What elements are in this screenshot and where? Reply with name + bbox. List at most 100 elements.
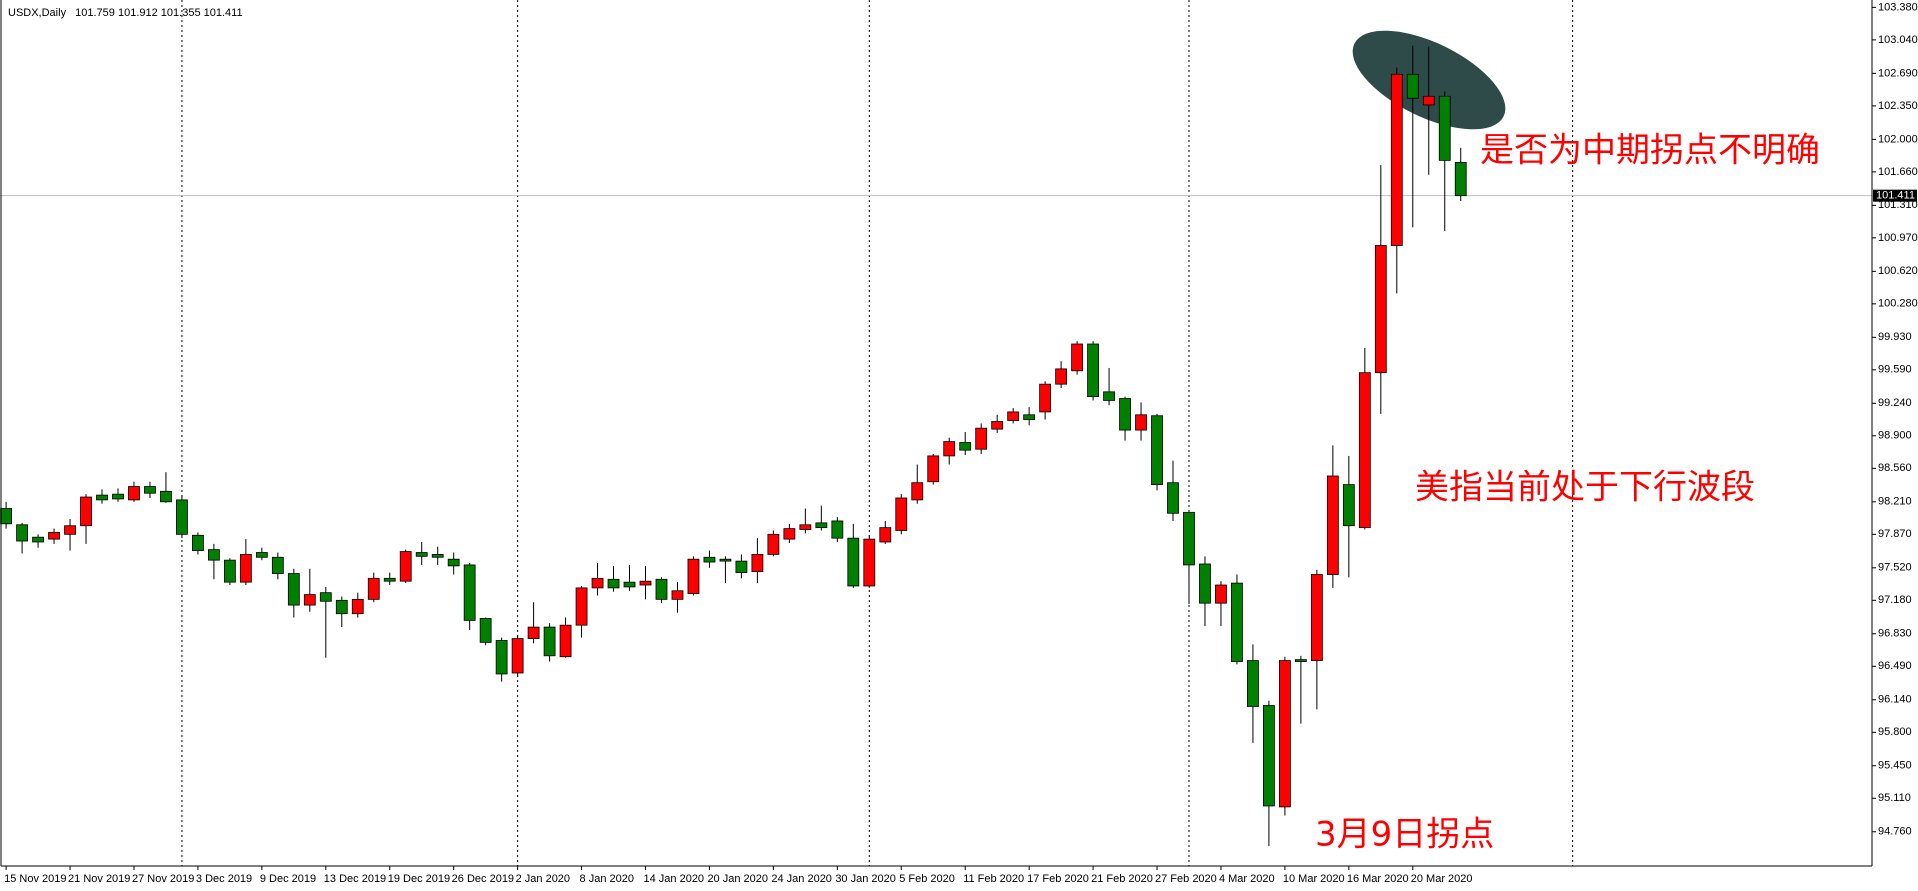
candle-body (575, 587, 588, 626)
y-tick-label: 95.800 (1878, 726, 1912, 738)
annotation: 3月9日拐点 (1315, 815, 1494, 855)
header-high: 101.912 (118, 7, 158, 19)
candle-body (959, 442, 972, 451)
candle-body (223, 559, 236, 583)
candle-body (991, 421, 1004, 430)
candle-body (751, 554, 764, 573)
candle-body (591, 577, 604, 589)
y-tick-label: 103.040 (1878, 34, 1918, 46)
axis-layer: 103.380 103.040 102.690 102.350 102.000 101.6… (4, 1, 1918, 885)
x-tick-label: 30 Jan 2020 (835, 873, 896, 885)
candle-body (911, 482, 924, 501)
header-close: 101.411 (204, 7, 243, 19)
candle-body (64, 525, 76, 535)
y-tick-label: 100.970 (1878, 232, 1918, 244)
candle-body (1374, 245, 1387, 374)
candle-body (479, 618, 492, 643)
y-tick-label: 102.000 (1878, 133, 1918, 145)
candle-body (815, 522, 828, 529)
candle-body (527, 626, 540, 639)
x-tick-label: 10 Mar 2020 (1283, 873, 1345, 885)
candle-body (1422, 95, 1435, 106)
candle-body (383, 577, 396, 582)
chart-header: USDX,Daily 101.759 101.912 101.355 101.4… (8, 7, 243, 19)
candle-body (367, 577, 380, 600)
x-tick-label: 5 Feb 2020 (899, 873, 955, 885)
candle-body (176, 499, 188, 535)
x-tick-label: 27 Nov 2019 (132, 873, 194, 885)
y-tick-label: 98.210 (1878, 496, 1912, 508)
x-tick-label: 14 Jan 2020 (644, 873, 705, 885)
candle-body (847, 537, 860, 587)
candle-body (303, 594, 316, 606)
candle-body (319, 592, 332, 602)
candle-body (799, 524, 812, 530)
candle-body (1406, 73, 1419, 99)
candle-body (144, 486, 156, 494)
y-tick-label: 97.180 (1878, 594, 1912, 606)
candle-body (1087, 343, 1099, 398)
candle-body (895, 497, 908, 531)
candle-body (687, 558, 700, 595)
x-tick-label: 8 Jan 2020 (580, 873, 634, 885)
candle-body (1358, 372, 1371, 529)
candle-body (943, 441, 956, 457)
candle-body (48, 532, 60, 540)
candle-body (1310, 574, 1323, 661)
candle-body (208, 549, 220, 561)
candle-body (543, 626, 556, 657)
x-tick-label: 26 Dec 2019 (452, 873, 514, 885)
candle-body (1247, 660, 1259, 707)
candle-body (271, 556, 284, 574)
candle-body (192, 534, 204, 551)
candle-body (335, 599, 348, 615)
candle-body (1119, 398, 1131, 431)
candle-body (671, 590, 684, 600)
candle-body (831, 520, 844, 539)
candle-body (1215, 584, 1227, 604)
candle-body (927, 455, 940, 483)
candle-body (655, 578, 668, 600)
candle-body (1438, 95, 1451, 161)
candle-body (735, 560, 748, 573)
candle-body (1183, 511, 1195, 566)
candles (0, 45, 1467, 847)
x-tick-label: 3 Dec 2019 (196, 873, 252, 885)
y-tick-label: 102.350 (1878, 100, 1918, 112)
x-tick-label: 21 Nov 2019 (68, 873, 130, 885)
candle-body (719, 558, 732, 562)
candle-body (1199, 563, 1211, 604)
candle-body (1294, 659, 1307, 662)
candle-body (112, 493, 124, 500)
candle-body (80, 496, 92, 527)
candle-body (96, 494, 108, 501)
current-price-box (1873, 189, 1917, 202)
x-tick-label: 19 Dec 2019 (388, 873, 450, 885)
x-tick-label: 13 Dec 2019 (324, 873, 386, 885)
y-tick-label: 101.660 (1878, 166, 1918, 178)
candle-body (639, 580, 652, 586)
candle-body (255, 552, 268, 558)
annotation: 是否为中期拐点不明确 (1480, 131, 1820, 171)
y-tick-label: 97.870 (1878, 528, 1912, 540)
candle-body (128, 486, 140, 501)
y-tick-label: 98.900 (1878, 430, 1912, 442)
candle-body (767, 533, 780, 555)
candle-body (1151, 415, 1163, 485)
candle-body (1071, 343, 1083, 372)
y-tick-label: 97.520 (1878, 562, 1912, 574)
annotation: 美指当前处于下行波段 (1415, 468, 1755, 508)
candle-body (1007, 411, 1020, 421)
candle-body (1231, 582, 1243, 662)
candle-body (32, 536, 44, 543)
candle-body (511, 638, 524, 674)
candle-body (431, 554, 444, 558)
y-tick-label: 102.690 (1878, 67, 1918, 79)
header-open: 101.759 (75, 7, 115, 19)
candle-body (623, 581, 636, 588)
candle-body (1454, 161, 1467, 197)
x-tick-label: 24 Jan 2020 (771, 873, 832, 885)
candle-body (1055, 368, 1068, 385)
